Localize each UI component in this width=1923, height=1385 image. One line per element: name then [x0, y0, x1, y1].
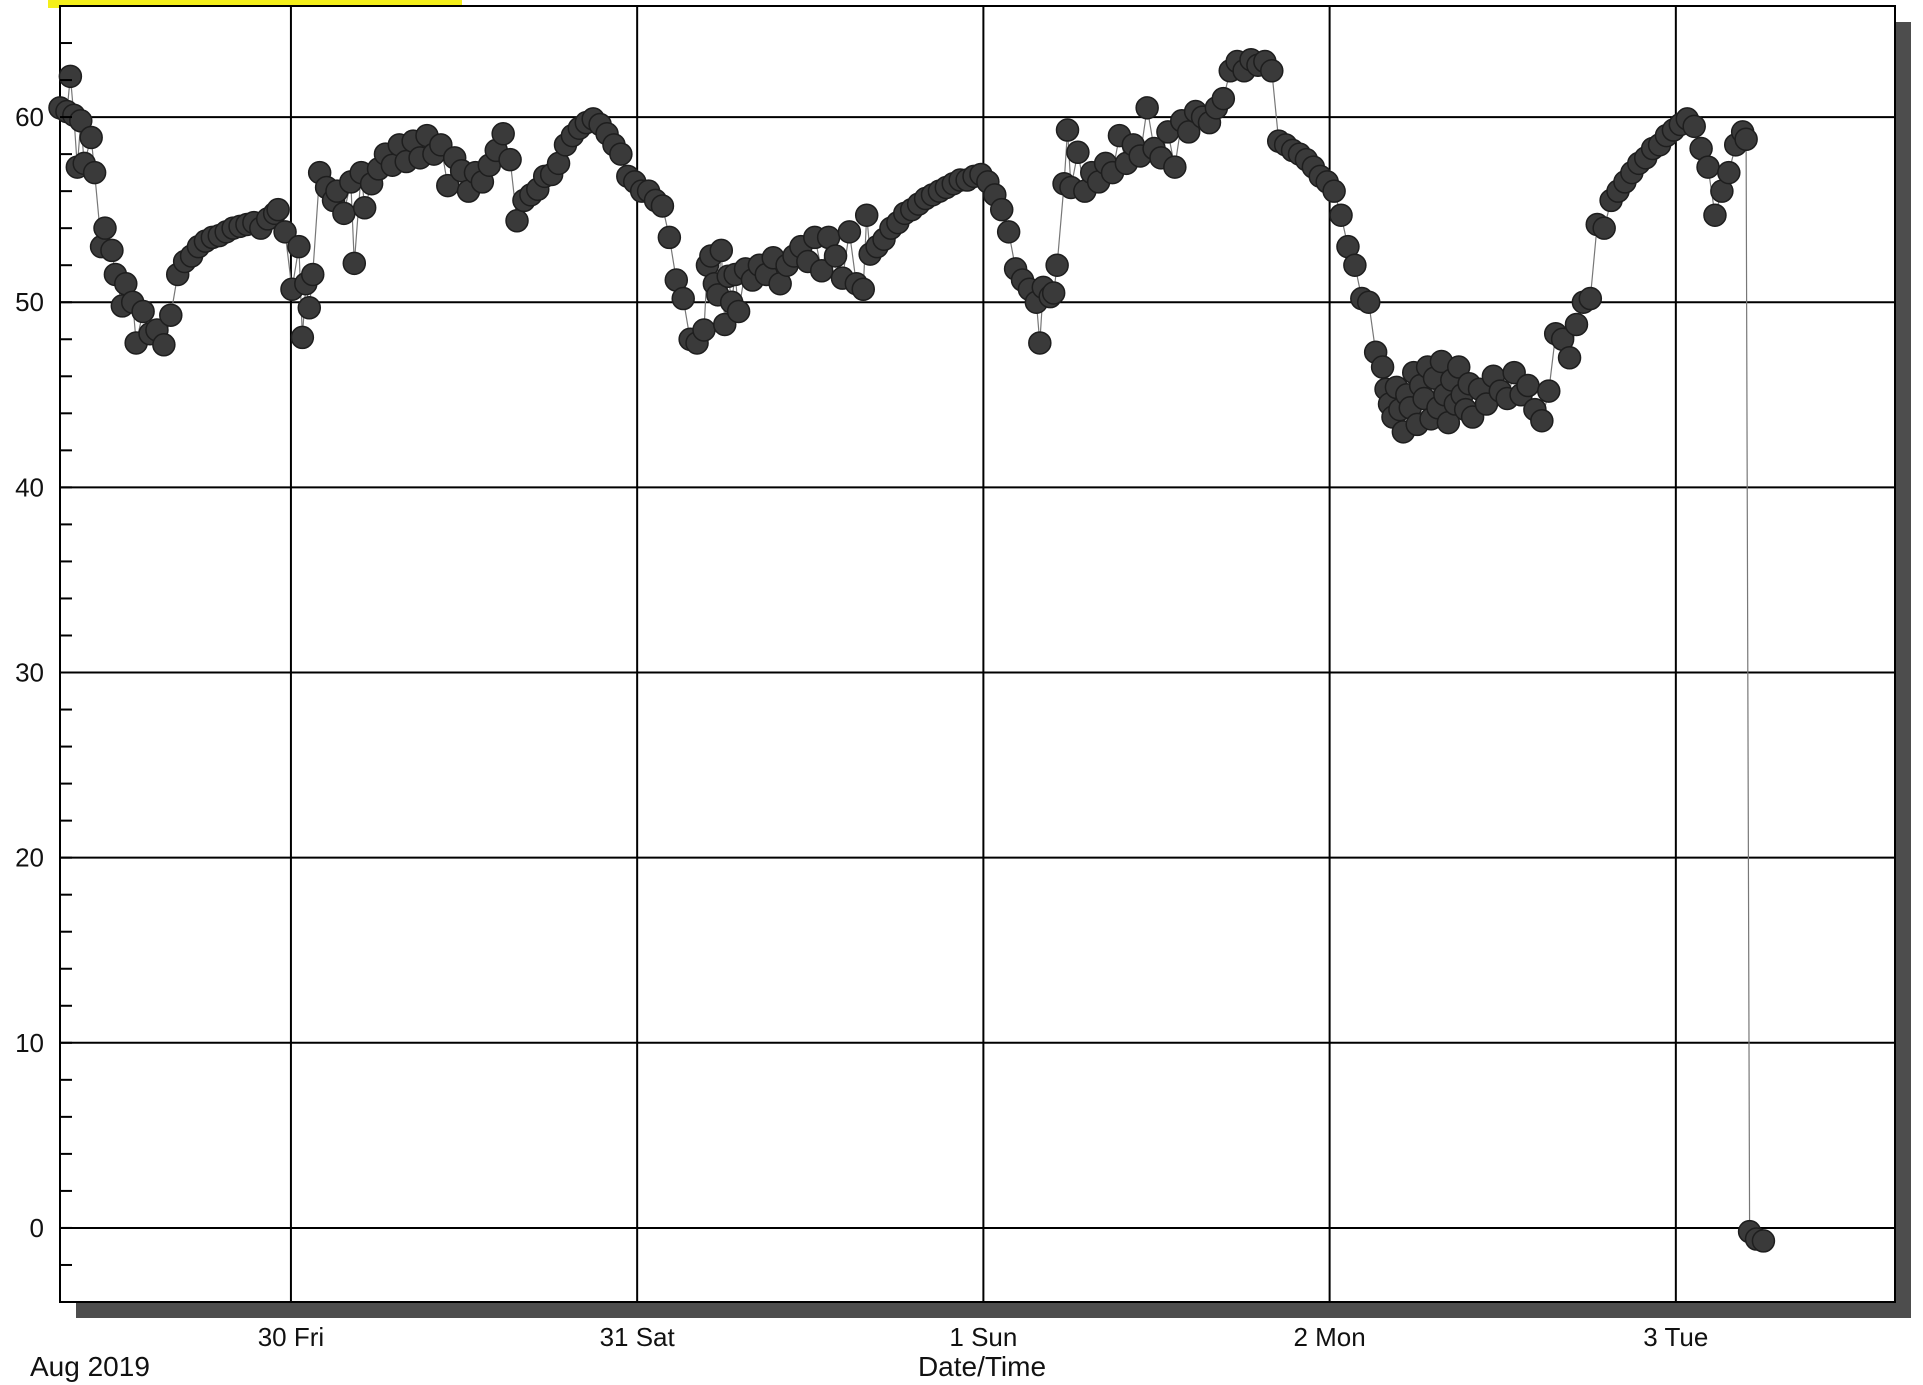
y-tick-label: 0: [30, 1213, 44, 1243]
yellow-highlight-strip: [48, 0, 462, 8]
data-point: [823, 244, 848, 268]
data-point: [342, 251, 367, 276]
data-point: [1734, 127, 1758, 152]
x-axis-ticks: 30 Fri 31 Sat 1 Sun 2 Mon 3 Tue: [258, 1322, 1709, 1352]
data-point: [1696, 155, 1720, 179]
data-point: [1516, 373, 1540, 398]
data-point: [491, 121, 515, 146]
data-point: [1703, 203, 1727, 227]
data-point: [82, 160, 107, 185]
data-point: [726, 299, 751, 324]
data-point: [93, 216, 117, 240]
data-point: [1356, 290, 1381, 314]
y-tick-label: 40: [15, 472, 44, 502]
data-point: [159, 303, 183, 327]
data-point: [287, 234, 311, 259]
data-point: [1028, 331, 1052, 355]
data-point: [1260, 59, 1284, 83]
data-point: [79, 125, 103, 150]
data-point: [1557, 346, 1582, 370]
data-point: [1329, 203, 1353, 227]
data-point: [1322, 179, 1346, 203]
data-point: [297, 296, 322, 320]
data-point: [1370, 355, 1395, 379]
data-point: [1682, 114, 1706, 139]
data-point: [266, 197, 290, 222]
data-point: [996, 220, 1021, 244]
data-point: [332, 201, 356, 226]
data-point: [1537, 379, 1561, 403]
data-point: [152, 333, 176, 357]
data-point: [809, 259, 834, 283]
data-point: [650, 194, 675, 218]
x-tick-label: 31 Sat: [600, 1322, 676, 1352]
data-point: [989, 197, 1014, 222]
y-tick-label: 50: [15, 287, 44, 317]
data-point: [854, 203, 879, 227]
data-point: [709, 238, 734, 263]
data-point: [1578, 286, 1603, 311]
data-point: [671, 286, 695, 311]
data-point: [1066, 140, 1090, 165]
data-point: [1751, 1229, 1776, 1253]
data-point: [273, 220, 297, 244]
y-tick-label: 30: [15, 658, 44, 688]
data-point: [100, 238, 124, 263]
data-point: [1211, 86, 1236, 111]
data-point: [1343, 253, 1367, 277]
data-point: [1163, 155, 1187, 179]
data-point: [352, 196, 377, 220]
data-point: [69, 109, 93, 133]
x-tick-label: 3 Tue: [1643, 1322, 1708, 1352]
data-point: [505, 209, 529, 233]
y-axis-ticks: 0 10 20 30 40 50 60: [15, 5, 72, 1303]
data-point: [1564, 312, 1589, 337]
data-point: [58, 64, 83, 89]
data-point: [1055, 118, 1080, 142]
data-point: [1135, 96, 1159, 120]
data-point: [290, 325, 315, 350]
data-point: [657, 225, 682, 250]
data-point: [837, 220, 862, 244]
period-label: Aug 2019: [30, 1351, 150, 1382]
data-point: [851, 277, 875, 302]
data-point: [1592, 216, 1616, 240]
series-markers: [48, 47, 1776, 1253]
y-tick-label: 20: [15, 843, 44, 873]
data-point: [1447, 355, 1471, 379]
data-point: [1717, 160, 1741, 185]
data-point: [609, 142, 633, 166]
y-tick-label: 10: [15, 1028, 44, 1058]
x-tick-label: 2 Mon: [1293, 1322, 1365, 1352]
data-point: [692, 318, 716, 342]
x-tick-label: 30 Fri: [258, 1322, 324, 1352]
data-point: [300, 262, 325, 287]
x-axis-title: Date/Time: [918, 1351, 1046, 1382]
data-point: [1045, 253, 1069, 277]
data-point: [1530, 408, 1554, 433]
data-point: [1041, 281, 1066, 305]
y-tick-label: 60: [15, 102, 44, 132]
x-tick-label: 1 Sun: [949, 1322, 1017, 1352]
data-point: [131, 299, 155, 324]
data-point: [498, 147, 522, 172]
